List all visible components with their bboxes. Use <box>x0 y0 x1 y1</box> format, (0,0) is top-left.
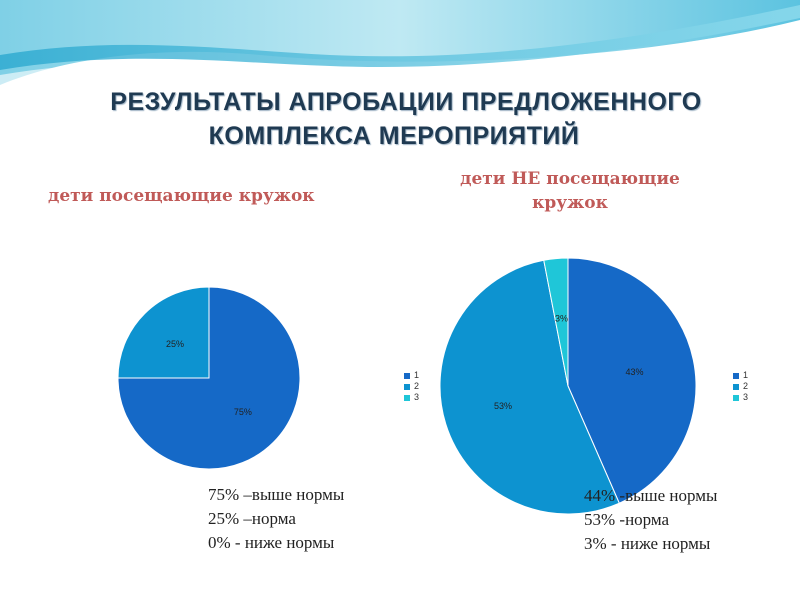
caption-line: 3% - ниже нормы <box>584 534 711 553</box>
legend-entry-2: 2 <box>404 381 419 392</box>
caption-line: 75% –выше нормы <box>208 485 345 504</box>
legend-entry-1: 1 <box>404 370 419 381</box>
legend-label: 1 <box>743 370 749 380</box>
legend-label: 3 <box>414 392 420 402</box>
legend-entry-3: 3 <box>733 392 748 403</box>
chart-2-legend: 1 2 3 <box>733 370 748 403</box>
legend-label: 3 <box>743 392 749 402</box>
decorative-wave-banner <box>0 0 800 88</box>
legend-entry-2: 2 <box>733 381 748 392</box>
legend-label: 2 <box>414 381 420 391</box>
legend-swatch-2 <box>733 383 739 390</box>
chart-2-title: дети НЕ посещающие кружок <box>460 169 680 213</box>
page-title-line-2: КОМПЛЕКСА МЕРОПРИЯТИЙ <box>208 122 580 150</box>
caption-line: 44% -выше нормы <box>584 486 718 505</box>
chart-1-caption: 75% –выше нормы 25% –норма 0% - ниже нор… <box>208 483 344 555</box>
chart-1-legend: 1 2 3 <box>404 370 419 403</box>
pie-slice-3 <box>543 257 569 387</box>
caption-line: 25% –норма <box>208 509 296 528</box>
page-title-line-1: РЕЗУЛЬТАТЫ АПРОБАЦИИ ПРЕДЛОЖЕННОГО <box>110 88 702 116</box>
legend-swatch-1 <box>404 372 410 379</box>
pie-data-label: 43% <box>626 367 644 377</box>
legend-label: 1 <box>414 370 420 380</box>
chart-1-title: дети посещающие кружок <box>48 186 315 206</box>
pie-data-label: 3% <box>555 313 568 323</box>
pie-data-label: 25% <box>166 339 184 349</box>
pie-data-label: 75% <box>234 407 252 417</box>
pie-data-label: 53% <box>494 401 512 411</box>
legend-swatch-3 <box>733 394 739 401</box>
legend-swatch-3 <box>404 394 410 401</box>
caption-line: 0% - ниже нормы <box>208 533 335 552</box>
caption-line: 53% -норма <box>584 510 670 529</box>
chart-2-caption: 44% -выше нормы 53% -норма 3% - ниже нор… <box>584 484 717 556</box>
legend-swatch-2 <box>404 383 410 390</box>
pie-slice-1 <box>567 257 697 504</box>
legend-entry-3: 3 <box>404 392 419 403</box>
pie-slice-2 <box>439 259 620 515</box>
pie-slice-2 <box>117 286 210 379</box>
legend-entry-1: 1 <box>733 370 748 381</box>
legend-label: 2 <box>743 381 749 391</box>
legend-swatch-1 <box>733 372 739 379</box>
